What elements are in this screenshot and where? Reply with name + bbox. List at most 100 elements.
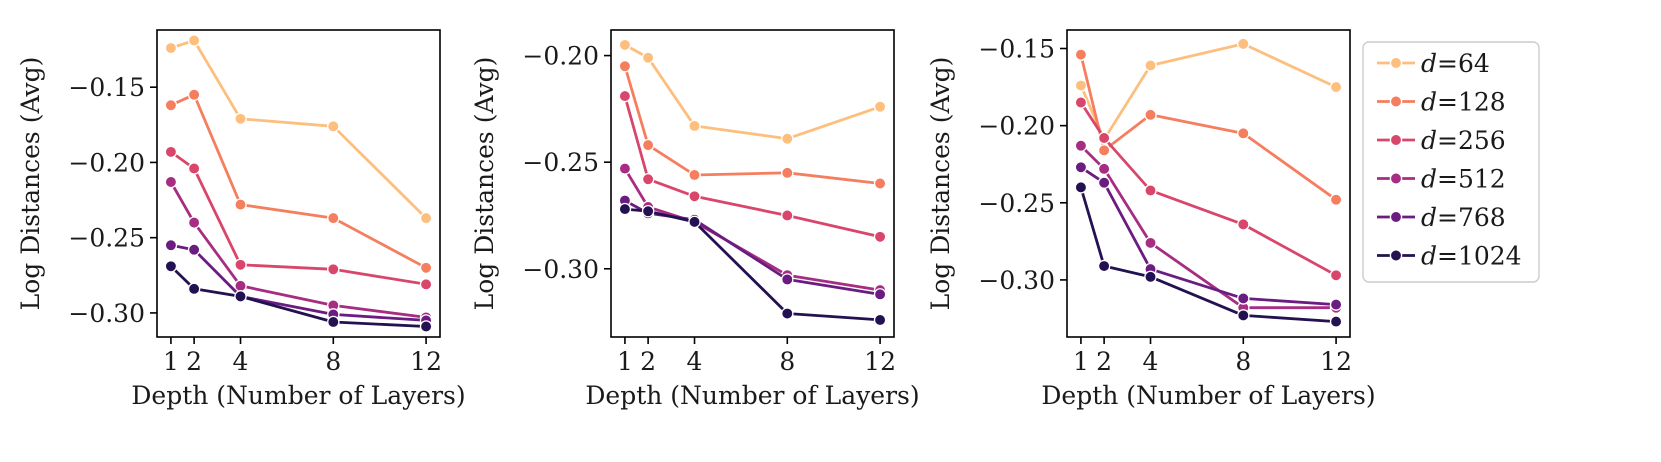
- data-point: [164, 238, 178, 252]
- y-axis-label: Log Distances (Avg): [926, 57, 955, 311]
- x-tick-label: 2: [640, 347, 656, 376]
- data-point: [1097, 259, 1111, 273]
- legend-value: =64: [1437, 49, 1490, 78]
- data-point: [234, 112, 247, 126]
- legend-item: d=64: [1377, 49, 1490, 78]
- legend-item: d=128: [1377, 88, 1506, 117]
- data-point: [1329, 315, 1343, 328]
- data-point: [641, 172, 655, 186]
- legend-value: =1024: [1437, 242, 1522, 271]
- legend-marker: [1389, 172, 1403, 185]
- data-point: [187, 216, 201, 229]
- series-d-768: [1074, 161, 1343, 311]
- data-point: [1329, 269, 1343, 282]
- data-point: [781, 166, 794, 180]
- y-tick-label: −0.25: [68, 224, 145, 253]
- series-d-256: [1074, 96, 1343, 282]
- series-d-256: [164, 145, 433, 291]
- data-point: [327, 211, 340, 225]
- legend-marker: [1389, 56, 1403, 70]
- data-point: [1097, 144, 1111, 157]
- x-axis-label: Depth (Number of Layers): [131, 381, 465, 410]
- data-point: [1144, 270, 1157, 284]
- x-tick-label: 12: [410, 347, 442, 376]
- data-point: [688, 190, 701, 203]
- data-point: [234, 198, 247, 211]
- series-d-256: [618, 89, 887, 244]
- data-point: [641, 51, 655, 64]
- legend-marker: [1389, 133, 1403, 147]
- y-tick-label: −0.20: [978, 112, 1055, 141]
- data-point: [1074, 79, 1088, 92]
- chart-panel-1: −0.15 −0.20 −0.25 −0.30 1 2 4 8 12 Depth (Number …: [16, 29, 466, 410]
- data-point: [419, 211, 433, 225]
- series-d-64: [164, 34, 433, 225]
- data-point: [688, 119, 701, 133]
- series-line: [169, 243, 428, 322]
- data-point: [1097, 176, 1111, 189]
- data-point: [1237, 218, 1250, 231]
- series-line: [623, 64, 882, 185]
- series-d-128: [1074, 48, 1343, 206]
- data-point: [1237, 127, 1250, 140]
- x-tick-label: 1: [617, 347, 633, 376]
- data-point: [641, 138, 655, 152]
- plot-frame: [1066, 29, 1351, 338]
- series-d-1024: [1074, 181, 1343, 328]
- legend-item: d=768: [1377, 203, 1506, 232]
- x-tick-label: 4: [1143, 347, 1159, 376]
- data-point: [1144, 59, 1157, 72]
- y-tick-label: −0.25: [978, 189, 1055, 218]
- data-point: [618, 38, 632, 52]
- legend-label: d=768: [1421, 203, 1506, 232]
- y-tick-label: −0.15: [978, 35, 1055, 64]
- data-point: [688, 215, 701, 229]
- x-tick-label: 1: [1073, 347, 1089, 376]
- plot-frame: [156, 29, 441, 338]
- legend-var: d: [1421, 126, 1437, 155]
- data-point: [234, 258, 247, 272]
- data-point: [873, 288, 887, 301]
- data-point: [419, 278, 433, 291]
- data-point: [164, 260, 178, 273]
- y-axis-label: Log Distances (Avg): [470, 57, 499, 311]
- legend-var: d: [1421, 165, 1437, 194]
- legend-value: =512: [1437, 165, 1506, 194]
- data-point: [1237, 37, 1250, 51]
- y-tick-label: −0.30: [68, 299, 145, 328]
- legend-item: d=1024: [1377, 242, 1522, 271]
- series-d-1024: [618, 202, 887, 327]
- series-line: [623, 207, 882, 322]
- y-tick-label: −0.20: [68, 148, 145, 177]
- data-point: [1074, 139, 1088, 152]
- data-point: [327, 263, 340, 276]
- data-point: [234, 290, 247, 303]
- data-point: [419, 261, 433, 275]
- data-point: [618, 202, 632, 216]
- data-point: [641, 204, 655, 218]
- data-point: [1144, 236, 1157, 250]
- data-point: [873, 313, 887, 327]
- x-tick-label: 8: [325, 347, 341, 376]
- data-point: [781, 307, 794, 320]
- legend-label: d=512: [1421, 165, 1506, 194]
- series-d-128: [618, 59, 887, 190]
- data-point: [1097, 131, 1111, 145]
- data-point: [1329, 193, 1343, 206]
- series-line: [623, 43, 882, 141]
- x-tick-label: 12: [864, 347, 896, 376]
- data-point: [1074, 181, 1088, 194]
- data-point: [1237, 309, 1250, 322]
- series-d-512: [1074, 139, 1343, 314]
- data-point: [164, 98, 178, 112]
- legend-var: d: [1421, 49, 1437, 78]
- series-d-128: [164, 88, 433, 275]
- legend-item: d=512: [1377, 165, 1506, 194]
- data-point: [164, 41, 178, 55]
- y-tick-label: −0.30: [522, 255, 599, 284]
- x-tick-label: 4: [687, 347, 703, 376]
- data-point: [781, 273, 794, 286]
- data-point: [1074, 48, 1088, 61]
- x-axis-label: Depth (Number of Layers): [1041, 381, 1375, 410]
- data-point: [1144, 184, 1157, 197]
